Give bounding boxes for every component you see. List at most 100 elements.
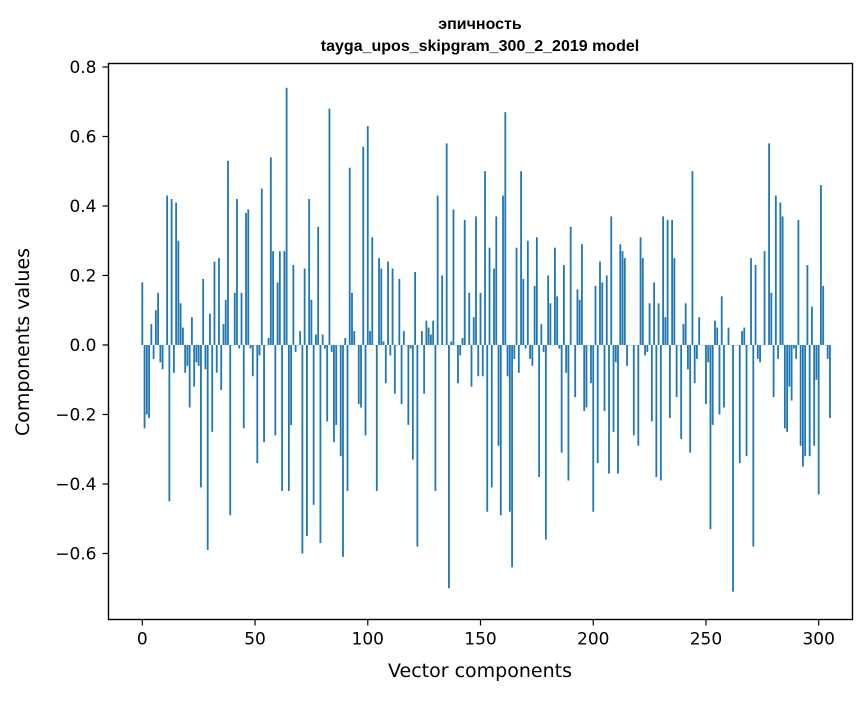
bar-54 bbox=[263, 345, 265, 442]
bar-225 bbox=[649, 303, 651, 345]
bar-201 bbox=[595, 286, 597, 345]
bar-75 bbox=[311, 300, 313, 345]
bar-19 bbox=[184, 345, 186, 373]
bar-37 bbox=[225, 300, 227, 345]
bar-15 bbox=[175, 203, 177, 345]
bar-230 bbox=[660, 345, 662, 481]
bar-6 bbox=[155, 310, 157, 345]
bar-245 bbox=[694, 345, 696, 383]
bar-237 bbox=[676, 345, 678, 397]
bar-65 bbox=[288, 345, 290, 491]
bar-51 bbox=[256, 345, 258, 463]
bar-293 bbox=[802, 345, 804, 467]
bar-81 bbox=[324, 345, 326, 348]
bar-279 bbox=[770, 293, 772, 345]
bar-243 bbox=[689, 345, 691, 453]
y-axis-label: Components values bbox=[12, 248, 34, 436]
bar-38 bbox=[227, 161, 229, 345]
bar-53 bbox=[261, 189, 263, 345]
bar-151 bbox=[482, 345, 484, 376]
bar-184 bbox=[556, 296, 558, 345]
bar-297 bbox=[811, 307, 813, 345]
bar-157 bbox=[495, 216, 497, 345]
y-tick-label-6: 0.6 bbox=[69, 127, 96, 147]
bar-116 bbox=[403, 331, 405, 345]
bar-56 bbox=[268, 338, 270, 345]
bar-200 bbox=[592, 345, 594, 512]
x-axis-label: Vector components bbox=[388, 660, 572, 682]
bar-304 bbox=[827, 345, 829, 359]
bar-231 bbox=[662, 216, 664, 345]
bar-119 bbox=[410, 345, 412, 348]
bar-241 bbox=[685, 303, 687, 345]
x-tick-label-5: 250 bbox=[690, 630, 722, 650]
bar-46 bbox=[245, 213, 247, 345]
chart-title-line1: эпичность bbox=[438, 16, 522, 33]
bar-0 bbox=[141, 282, 143, 345]
bar-71 bbox=[301, 345, 303, 553]
bar-126 bbox=[425, 321, 427, 345]
bar-177 bbox=[540, 324, 542, 345]
bar-283 bbox=[779, 203, 781, 345]
bar-108 bbox=[385, 345, 387, 383]
bar-34 bbox=[218, 258, 220, 345]
bar-25 bbox=[198, 345, 200, 366]
bar-221 bbox=[640, 237, 642, 345]
bar-273 bbox=[757, 345, 759, 359]
bar-193 bbox=[577, 289, 579, 345]
bar-276 bbox=[764, 251, 766, 345]
bar-170 bbox=[525, 345, 527, 348]
bar-242 bbox=[687, 345, 689, 369]
bar-76 bbox=[313, 345, 315, 505]
bar-138 bbox=[453, 209, 455, 345]
bar-89 bbox=[342, 345, 344, 557]
bar-90 bbox=[344, 338, 346, 345]
bar-16 bbox=[177, 241, 179, 345]
bar-68 bbox=[295, 345, 297, 352]
bar-189 bbox=[568, 345, 570, 481]
bar-84 bbox=[331, 345, 333, 352]
bar-205 bbox=[604, 345, 606, 411]
bar-298 bbox=[813, 345, 815, 446]
bar-291 bbox=[797, 220, 799, 345]
bar-172 bbox=[529, 345, 531, 359]
bar-130 bbox=[435, 345, 437, 491]
bar-286 bbox=[786, 345, 788, 432]
bar-266 bbox=[741, 331, 743, 345]
bar-164 bbox=[511, 345, 513, 567]
bar-301 bbox=[820, 185, 822, 345]
bar-18 bbox=[182, 328, 184, 345]
bar-179 bbox=[545, 345, 547, 540]
x-tick-label-6: 300 bbox=[802, 630, 834, 650]
bar-188 bbox=[565, 345, 567, 373]
bar-207 bbox=[608, 345, 610, 474]
bar-83 bbox=[329, 109, 331, 345]
bar-17 bbox=[180, 303, 182, 345]
y-tick-label-7: 0.8 bbox=[69, 58, 96, 78]
bar-247 bbox=[698, 317, 700, 345]
bar-234 bbox=[669, 345, 671, 418]
bar-91 bbox=[347, 345, 349, 491]
bar-271 bbox=[752, 345, 754, 547]
bar-59 bbox=[274, 345, 276, 435]
bar-213 bbox=[622, 251, 624, 345]
bar-98 bbox=[362, 147, 364, 345]
bar-62 bbox=[281, 345, 283, 491]
bar-203 bbox=[599, 262, 601, 345]
bar-255 bbox=[716, 328, 718, 345]
bar-280 bbox=[773, 345, 775, 397]
bar-268 bbox=[746, 345, 748, 456]
bar-135 bbox=[446, 143, 448, 345]
bar-142 bbox=[462, 338, 464, 345]
bar-274 bbox=[759, 345, 761, 362]
bar-88 bbox=[340, 345, 342, 456]
bar-226 bbox=[651, 345, 653, 421]
bar-272 bbox=[755, 265, 757, 345]
bar-158 bbox=[498, 345, 500, 446]
bar-5 bbox=[153, 345, 155, 359]
bar-82 bbox=[326, 345, 328, 421]
bar-31 bbox=[211, 345, 213, 432]
bar-44 bbox=[241, 293, 243, 345]
